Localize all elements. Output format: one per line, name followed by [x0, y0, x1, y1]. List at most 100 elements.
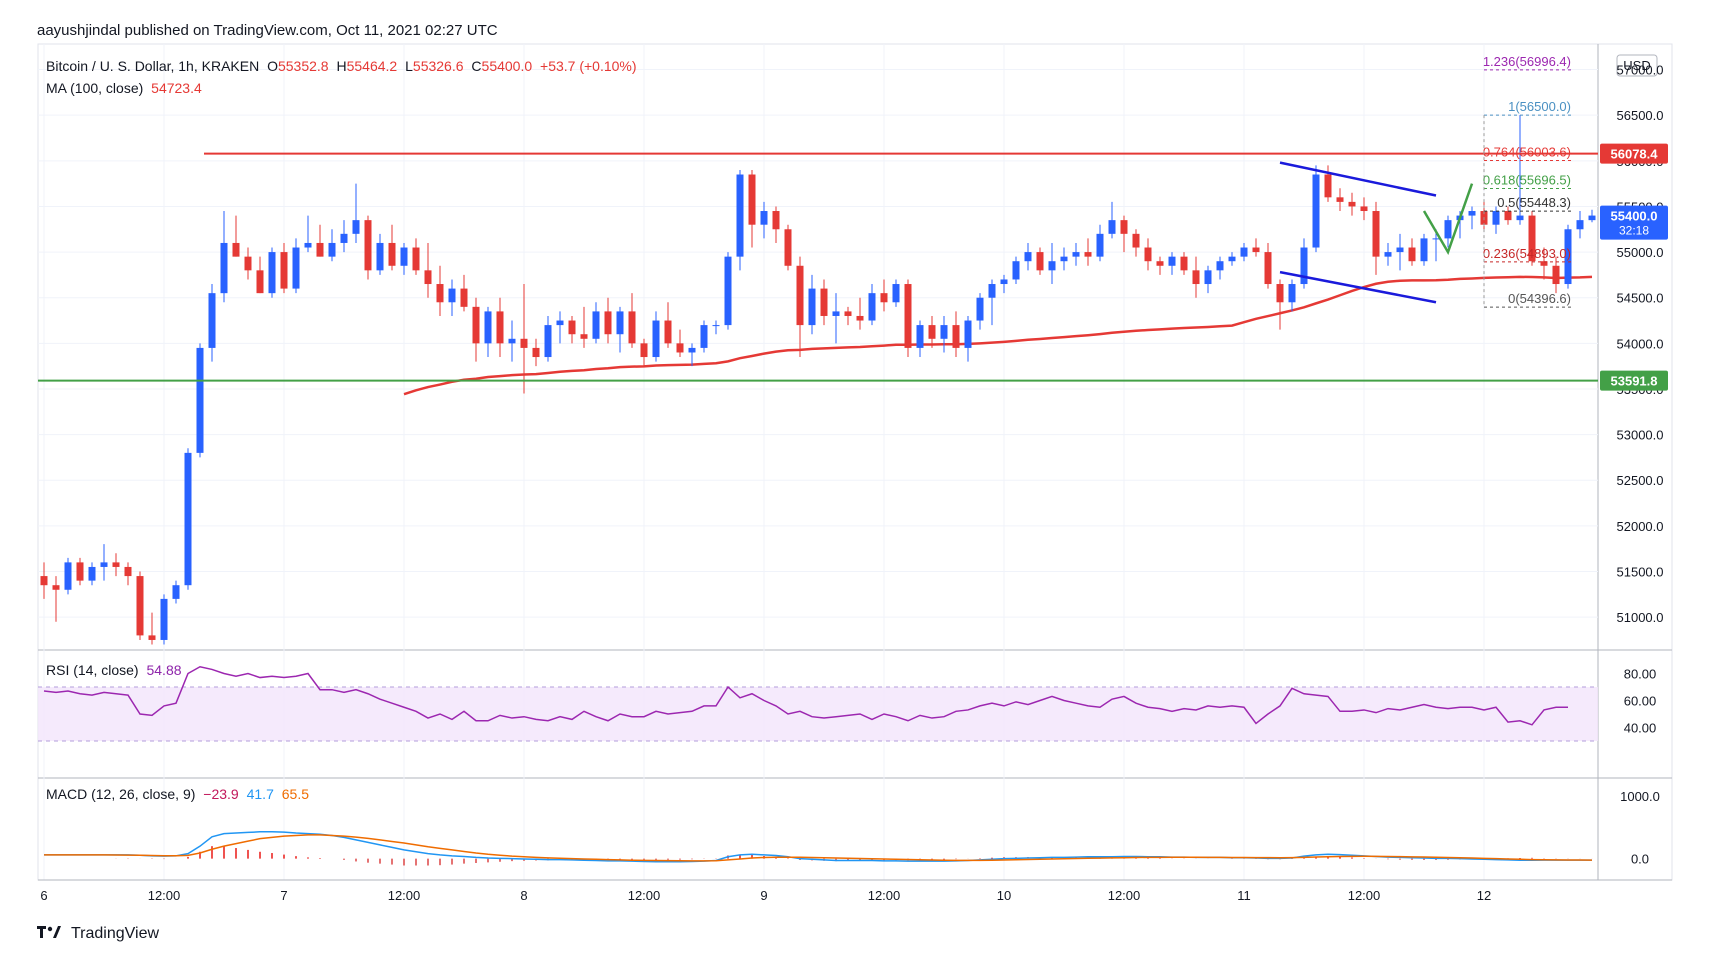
- candle-body: [1108, 220, 1116, 234]
- time-tick-label: 7: [280, 888, 287, 903]
- time-tick-label: 8: [520, 888, 527, 903]
- fib-level-label: 0(54396.6): [1508, 291, 1571, 306]
- rsi-legend: RSI (14, close) 54.88: [46, 662, 186, 678]
- candle-body: [532, 347, 540, 358]
- fib-level-label: 0.764(56003.6): [1483, 144, 1571, 159]
- candle-body: [340, 233, 348, 243]
- candle-body: [280, 252, 288, 289]
- candle-body: [1420, 238, 1428, 262]
- candle-body: [460, 288, 468, 307]
- candle-body: [112, 562, 120, 567]
- candle-body: [328, 242, 336, 257]
- candle-body: [1384, 252, 1392, 257]
- time-tick-label: 9: [760, 888, 767, 903]
- macd-line-value: 41.7: [246, 786, 274, 802]
- candle-body: [1336, 197, 1344, 202]
- macd-label: MACD (12, 26, close, 9): [46, 786, 196, 802]
- candle-body: [760, 211, 768, 225]
- candle-body: [580, 334, 588, 339]
- price-axis[interactable]: USD57000.056500.056000.055500.055000.054…: [1600, 54, 1668, 867]
- time-tick-label: 12:00: [148, 888, 181, 903]
- candle-body: [100, 562, 108, 567]
- fib-level-label: 0.618(55696.5): [1483, 173, 1571, 188]
- close-label: C: [471, 58, 482, 74]
- candle-body: [1096, 233, 1104, 257]
- candle-body: [52, 585, 60, 590]
- candle-body: [1072, 252, 1080, 257]
- time-axis[interactable]: 6 12:00 7 12:00 8 12:00 9 12:00 10 12:00 11 12:00 12: [38, 879, 1672, 903]
- candle-body: [1036, 252, 1044, 271]
- candle-body: [472, 306, 480, 344]
- candle-body: [364, 220, 372, 271]
- candle-body: [424, 270, 432, 285]
- macd-signal-series: [44, 834, 1593, 862]
- candle-body: [184, 452, 192, 586]
- ma-curve: [403, 275, 1593, 396]
- candle-body: [1168, 256, 1176, 266]
- rsi-tick-label: 60.00: [1624, 694, 1657, 709]
- candle-body: [940, 325, 948, 339]
- time-tick-label: 12:00: [1348, 888, 1381, 903]
- candle-body: [1516, 215, 1524, 221]
- macd-series: [44, 831, 1592, 863]
- candle-body: [484, 311, 492, 344]
- candle-body: [952, 325, 960, 348]
- time-tick-label: 12: [1477, 888, 1491, 903]
- candle-body: [856, 315, 864, 321]
- candle-body: [1060, 256, 1068, 262]
- candle-body: [676, 343, 684, 353]
- resistance-badge-box: [1600, 143, 1668, 164]
- candle-body: [136, 576, 144, 636]
- price-tick-label: 52500.0: [1617, 473, 1664, 488]
- candle-body: [628, 311, 636, 344]
- candle-body: [592, 311, 600, 339]
- candle-body: [1372, 211, 1380, 257]
- macd-tick-label: 1000.0: [1620, 789, 1660, 804]
- candle-body: [1276, 284, 1284, 303]
- candle-body: [292, 247, 300, 289]
- time-tick-label: 6: [40, 888, 47, 903]
- support-badge-box: [1600, 370, 1668, 391]
- tradingview-brand[interactable]: TradingView: [37, 924, 159, 944]
- candle-body: [88, 566, 96, 581]
- fib-level-label: 0.236(54893.0): [1483, 246, 1571, 261]
- rsi-band: [38, 687, 1598, 741]
- candle-body: [148, 635, 156, 640]
- high-value: 55464.2: [346, 58, 398, 74]
- high-label: H: [336, 58, 347, 74]
- macd-pane: [44, 831, 1593, 866]
- price-tick-label: 52000.0: [1617, 519, 1664, 534]
- candle-body: [808, 288, 816, 326]
- candle-body: [544, 325, 552, 358]
- fib-level-label: 0.5(55448.3): [1497, 195, 1571, 210]
- ma-legend: MA (100, close) 54723.4: [46, 80, 206, 96]
- candle-body: [1192, 270, 1200, 285]
- candle-body: [1132, 233, 1140, 248]
- macd-tick-label: 0.0: [1631, 852, 1649, 867]
- price-tick-label: 51500.0: [1617, 565, 1664, 580]
- price-tick-label: 57000.0: [1617, 63, 1664, 78]
- candle-body: [1588, 215, 1596, 221]
- time-tick-label: 11: [1237, 888, 1251, 903]
- macd-hist-value: −23.9: [203, 786, 239, 802]
- change-value: +53.7 (+0.10%): [540, 58, 637, 74]
- rsi-series: [43, 665, 1568, 726]
- candle-body: [1312, 174, 1320, 248]
- price-tick-label: 55000.0: [1617, 245, 1664, 260]
- candle-body: [820, 288, 828, 316]
- candle-body: [664, 320, 672, 344]
- candle-body: [40, 576, 48, 586]
- low-label: L: [405, 58, 413, 74]
- candle-body: [400, 247, 408, 266]
- brand-name: TradingView: [71, 925, 160, 942]
- candle-body: [880, 293, 888, 303]
- ma-line: [403, 275, 1593, 396]
- time-tick-label: 12:00: [1108, 888, 1141, 903]
- price-tick-label: 54000.0: [1617, 336, 1664, 351]
- candle-body: [1000, 279, 1008, 285]
- symbol-name: Bitcoin / U. S. Dollar, 1h, KRAKEN: [46, 58, 260, 74]
- candle-body: [1528, 215, 1536, 262]
- time-tick-label: 12:00: [868, 888, 901, 903]
- candle-body: [1180, 256, 1188, 271]
